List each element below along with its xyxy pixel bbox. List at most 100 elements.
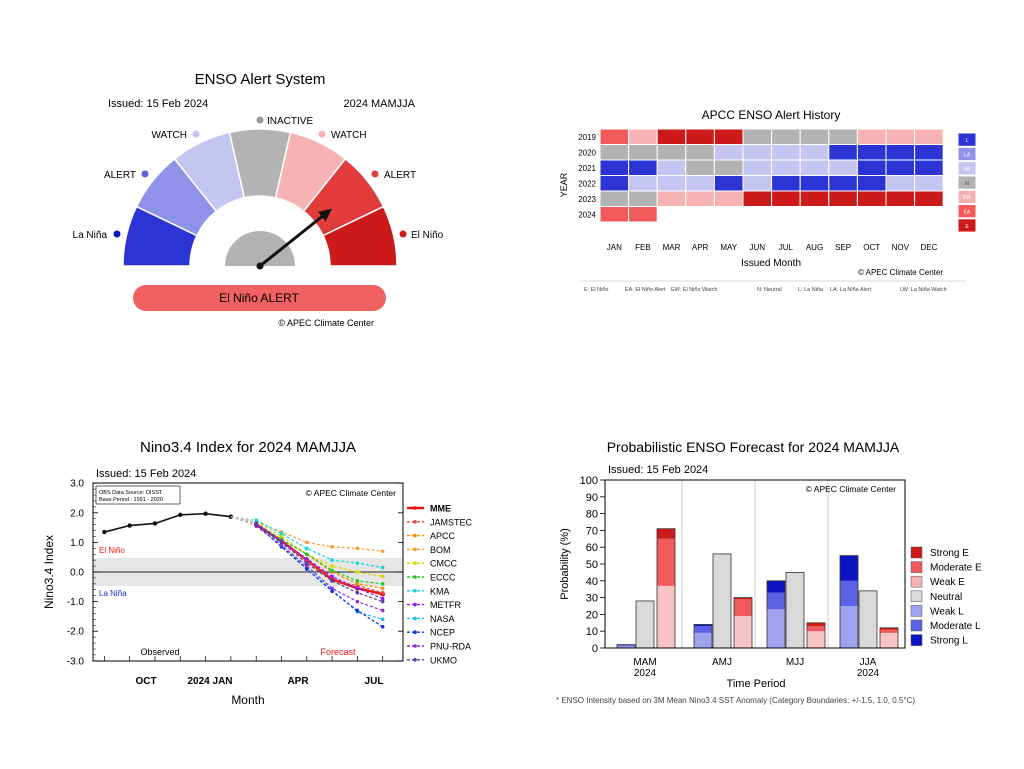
- forecast-line-ukmo: [255, 524, 383, 603]
- month-label: DEC: [920, 243, 937, 252]
- heatmap-cell: [771, 190, 801, 207]
- gauge-hub: [225, 231, 295, 266]
- heatmap-cell: [685, 144, 715, 161]
- alert-left-label: ALERT: [104, 170, 136, 181]
- heatmap-cell: [685, 190, 715, 207]
- prob-bar-segment: [767, 609, 785, 648]
- prob-legend-swatch: [910, 575, 923, 588]
- heatmap-legend-swatch: [957, 175, 977, 190]
- heatmap-cell: [656, 190, 687, 207]
- source-note-line1: OBS Data Source: OISST: [99, 490, 163, 496]
- prob-legend-label: Moderate L: [930, 621, 981, 632]
- heatmap-cell: [628, 128, 658, 145]
- heatmap-cell: [656, 175, 687, 192]
- heatmap-cell: [713, 159, 744, 176]
- forecast-connector: [230, 516, 257, 523]
- nino-xlabel: Month: [231, 693, 264, 707]
- month-label: FEB: [635, 243, 651, 252]
- status-text: El Niño ALERT: [219, 291, 299, 305]
- observed-point: [152, 521, 158, 526]
- nino-legend-marker: [413, 658, 417, 662]
- forecast-line-ncep: [255, 524, 384, 628]
- watch-left-dot: [192, 130, 200, 138]
- nino-panel: Nino3.4 Index for 2024 MAMJJA Issued: 15…: [42, 439, 473, 707]
- heatmap-cell: [628, 206, 658, 223]
- observed-label: Observed: [140, 647, 179, 657]
- forecast-point: [380, 565, 385, 570]
- heatmap-cell: [885, 159, 916, 176]
- nino-legend-label: MME: [430, 504, 451, 514]
- prob-ytick-label: 20: [586, 609, 598, 621]
- heatmap-cell: [828, 159, 858, 176]
- prob-legend-swatch: [910, 546, 923, 559]
- prob-ylabel: Probability (%): [559, 528, 571, 600]
- month-label: JUN: [750, 243, 766, 252]
- prob-legend: Strong E Moderate E Weak E Neutral Weak L Mod…: [910, 546, 982, 647]
- forecast-line-nasa: [255, 524, 383, 620]
- forecast-point: [304, 561, 309, 565]
- heatmap-legend-label: L: [966, 138, 969, 144]
- history-panel: APCC ENSO Alert History YEAR 2019 2020 202…: [559, 108, 977, 293]
- nino-legend-label: METFR: [430, 600, 461, 610]
- forecast-point: [330, 579, 334, 583]
- prob-bar-segment: [617, 646, 635, 648]
- alert-right-dot: [371, 170, 379, 178]
- prob-legend-label: Weak E: [930, 577, 965, 588]
- gauge-needle-head: [318, 208, 332, 222]
- heatmap-legend-label: EA: [964, 210, 971, 216]
- history-legend: L LA LW N EW EA E: [957, 132, 977, 233]
- heatmap-cell: [771, 128, 801, 145]
- prob-bar-segment: [734, 616, 752, 648]
- nino-legend: MME JAMSTEC APCC BOM CMCC ECCC KMA METFR NASA NCE…: [407, 504, 473, 665]
- el-nino-dot: [399, 230, 407, 238]
- prob-bar-segment: [767, 592, 785, 610]
- forecast-point: [380, 586, 385, 591]
- prob-bar-segment: [807, 622, 825, 627]
- forecast-connector: [230, 516, 257, 527]
- forecast-connector: [230, 516, 257, 524]
- year-label: 2022: [578, 179, 596, 188]
- forecast-point: [380, 624, 385, 629]
- nino-ylabel: Nino3.4 Index: [42, 535, 56, 609]
- nino-legend-label: APCC: [430, 531, 456, 541]
- nino-legend-label: JAMSTEC: [430, 517, 473, 527]
- el-nino-label: El Niño: [411, 230, 444, 241]
- prob-legend-label: Neutral: [930, 592, 962, 603]
- status-banner: [133, 285, 386, 311]
- observed-point: [102, 529, 107, 535]
- nino-legend-marker: [413, 602, 417, 607]
- heatmap-cell: [713, 144, 744, 161]
- prob-xlabel: Time Period: [727, 678, 786, 690]
- nino-xtick-label: JUL: [365, 676, 384, 687]
- forecast-point: [380, 596, 385, 601]
- nino-legend-label: PNU-RDA: [430, 642, 471, 652]
- nino-legend-marker: [413, 630, 417, 634]
- forecast-line-eccc: [255, 522, 383, 585]
- forecast-point: [254, 518, 258, 522]
- prob-bar-segment: [840, 580, 858, 606]
- prob-ytick-label: 80: [586, 509, 598, 521]
- heatmap-cell: [599, 206, 630, 223]
- prob-bar-segment: [807, 631, 825, 648]
- heatmap-legend-label: EW: [963, 195, 971, 201]
- prob-bar-segment: [840, 606, 858, 648]
- heatmap-cell: [656, 159, 687, 176]
- month-label: JAN: [607, 243, 622, 252]
- nino-ytick-label: 3.0: [70, 479, 84, 490]
- heatmap-cell: [914, 175, 944, 192]
- prob-bar-segment: [734, 597, 752, 600]
- nino-legend-marker: [413, 575, 417, 579]
- heatmap-cell: [856, 128, 887, 145]
- source-note-box: [95, 485, 181, 505]
- alert-credit: © APEC Climate Center: [278, 318, 374, 328]
- forecast-point: [355, 546, 360, 551]
- heatmap-cell: [713, 175, 744, 192]
- prob-ytick-label: 30: [586, 593, 598, 605]
- heatmap-legend-swatch: [957, 161, 977, 176]
- forecast-line-bom: [255, 521, 383, 552]
- prob-legend-label: Strong L: [930, 636, 968, 647]
- nino-legend-marker: [413, 547, 417, 552]
- prob-legend-swatch: [910, 561, 923, 573]
- history-footnote-item: LW: La Niña Watch: [900, 287, 947, 293]
- observed-point: [127, 523, 132, 528]
